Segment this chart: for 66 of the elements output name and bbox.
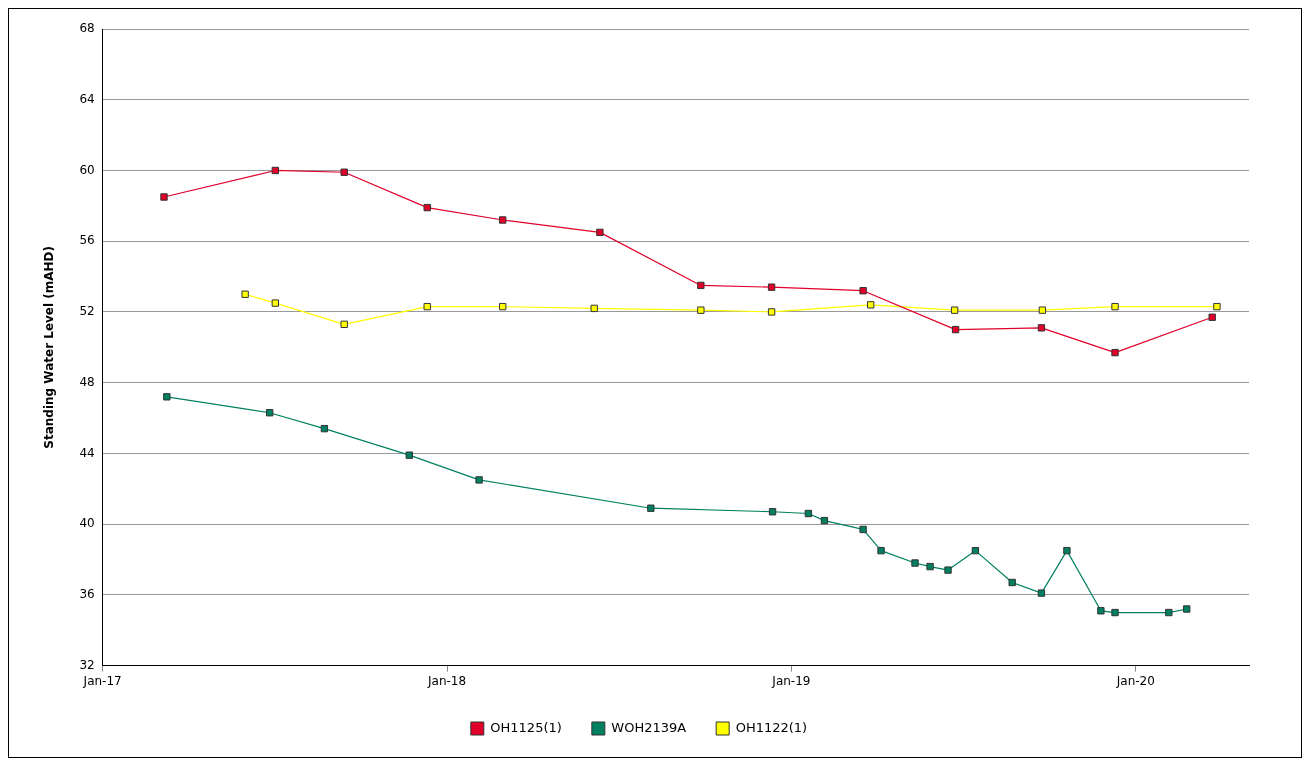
point	[271, 166, 280, 175]
y-tick-label: 60	[79, 162, 95, 177]
point	[1097, 607, 1105, 615]
y-axis-title: Standing Water Level (mAHD)	[42, 245, 57, 449]
point	[320, 424, 329, 433]
x-tick-label: Jan-19	[771, 673, 811, 688]
point	[1183, 605, 1191, 613]
point	[1165, 608, 1173, 617]
point	[1038, 306, 1047, 314]
point	[971, 546, 980, 555]
point	[499, 216, 507, 224]
legend-label: WOH2139A	[611, 719, 687, 735]
point	[767, 308, 776, 316]
point	[1213, 302, 1221, 311]
point	[1208, 313, 1216, 321]
legend-label: OH1122(1)	[735, 719, 808, 735]
legend-label: OH1125(1)	[490, 719, 562, 735]
y-tick-label: 32	[79, 657, 95, 672]
y-tick-label: 44	[79, 445, 95, 460]
point	[1111, 608, 1119, 617]
point	[405, 451, 413, 459]
x-tick-label: Jan-18	[426, 673, 467, 688]
point	[1037, 589, 1046, 597]
x-tick-label: Jan-17	[82, 673, 122, 688]
point	[697, 306, 705, 314]
point	[241, 290, 249, 298]
point	[877, 546, 885, 555]
point	[590, 304, 598, 313]
point	[820, 516, 829, 525]
point	[804, 509, 813, 518]
point	[271, 299, 280, 307]
point	[926, 562, 934, 571]
point	[866, 301, 875, 309]
point	[859, 525, 867, 534]
point	[163, 393, 171, 401]
point	[950, 306, 959, 314]
point	[697, 281, 705, 290]
point	[1111, 302, 1119, 311]
point	[423, 203, 431, 212]
point	[423, 302, 431, 311]
point	[475, 476, 483, 484]
point	[1008, 578, 1016, 587]
point	[1037, 324, 1046, 332]
y-tick-label: 36	[79, 586, 95, 601]
point	[859, 287, 867, 295]
y-tick-label: 68	[79, 21, 95, 36]
point	[767, 283, 776, 291]
point	[911, 559, 919, 567]
y-tick-label: 56	[79, 233, 95, 248]
point	[647, 504, 655, 512]
y-tick-label: 48	[79, 374, 95, 389]
x-tick-label: Jan-20	[1115, 673, 1155, 688]
point	[1111, 348, 1119, 357]
point	[951, 325, 960, 334]
point	[944, 566, 952, 574]
point	[596, 228, 604, 237]
y-tick-label: 64	[79, 91, 95, 106]
y-tick-label: 52	[79, 304, 95, 319]
point	[340, 320, 348, 328]
y-tick-label: 40	[79, 516, 95, 531]
point	[265, 409, 274, 417]
point	[1063, 546, 1071, 555]
point	[160, 193, 168, 201]
point	[768, 508, 777, 516]
point	[340, 168, 348, 176]
point	[499, 302, 507, 311]
